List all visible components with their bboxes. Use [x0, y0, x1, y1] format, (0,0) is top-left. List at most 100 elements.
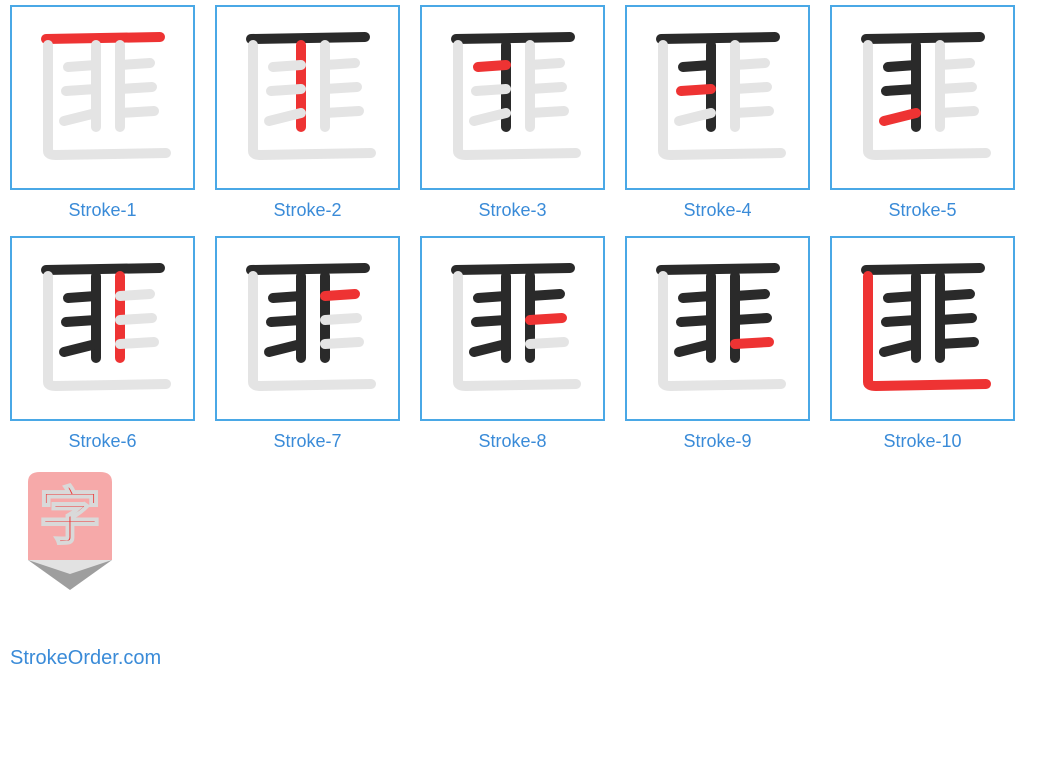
stroke-9: [940, 111, 974, 113]
stroke-1: [251, 37, 365, 39]
stroke-3: [68, 296, 96, 298]
stroke-9: [120, 111, 154, 113]
stroke-7: [325, 294, 355, 296]
stroke-tile: [10, 5, 195, 190]
stroke-cell-5: Stroke-5: [830, 5, 1015, 221]
stroke-caption: Stroke-8: [478, 431, 546, 452]
stroke-8: [325, 87, 357, 89]
stroke-caption: Stroke-7: [273, 431, 341, 452]
stroke-8: [735, 318, 767, 320]
stroke-8: [530, 87, 562, 89]
char-svg: [225, 15, 390, 180]
stroke-3: [273, 65, 301, 67]
stroke-3: [683, 65, 711, 67]
stroke-3: [478, 65, 506, 67]
stroke-3: [888, 296, 916, 298]
stroke-8: [530, 318, 562, 320]
stroke-tile: [215, 5, 400, 190]
stroke-cell-2: Stroke-2: [215, 5, 400, 221]
stroke-cell-9: Stroke-9: [625, 236, 810, 452]
site-logo: 字: [10, 467, 195, 617]
char-svg: [840, 15, 1005, 180]
stroke-4: [66, 320, 96, 322]
stroke-9: [120, 342, 154, 344]
stroke-8: [325, 318, 357, 320]
char-svg: [430, 15, 595, 180]
stroke-1: [661, 37, 775, 39]
stroke-1: [251, 268, 365, 270]
stroke-tile: [830, 5, 1015, 190]
stroke-caption: Stroke-5: [888, 200, 956, 221]
logo-row: 字: [10, 467, 1040, 617]
stroke-caption: Stroke-3: [478, 200, 546, 221]
stroke-row-1: Stroke-1 Stroke-2 Stroke-3 Stroke-4 Stro…: [10, 5, 1040, 221]
stroke-8: [940, 318, 972, 320]
stroke-8: [120, 318, 152, 320]
stroke-cell-7: Stroke-7: [215, 236, 400, 452]
footer-link[interactable]: StrokeOrder.com: [10, 647, 1040, 670]
char-svg: [225, 246, 390, 411]
stroke-7: [325, 63, 355, 65]
stroke-tile: [215, 236, 400, 421]
stroke-8: [735, 87, 767, 89]
stroke-tile: [625, 5, 810, 190]
char-svg: [635, 15, 800, 180]
stroke-1: [661, 268, 775, 270]
stroke-1: [866, 37, 980, 39]
stroke-4: [66, 89, 96, 91]
stroke-9: [325, 342, 359, 344]
stroke-4: [476, 320, 506, 322]
stroke-8: [120, 87, 152, 89]
stroke-caption: Stroke-6: [68, 431, 136, 452]
char-svg: [20, 15, 185, 180]
stroke-7: [530, 63, 560, 65]
stroke-3: [478, 296, 506, 298]
stroke-1: [46, 268, 160, 270]
stroke-caption: Stroke-4: [683, 200, 751, 221]
stroke-caption: Stroke-2: [273, 200, 341, 221]
stroke-3: [273, 296, 301, 298]
logo-svg: 字: [10, 472, 130, 612]
stroke-cell-10: Stroke-10: [830, 236, 1015, 452]
page: Stroke-1 Stroke-2 Stroke-3 Stroke-4 Stro…: [0, 0, 1050, 675]
stroke-cell-8: Stroke-8: [420, 236, 605, 452]
stroke-caption: Stroke-9: [683, 431, 751, 452]
stroke-cell-1: Stroke-1: [10, 5, 195, 221]
stroke-1: [46, 37, 160, 39]
stroke-tile: [625, 236, 810, 421]
stroke-9: [530, 111, 564, 113]
stroke-7: [735, 63, 765, 65]
char-svg: [635, 246, 800, 411]
stroke-7: [940, 294, 970, 296]
stroke-8: [940, 87, 972, 89]
stroke-7: [530, 294, 560, 296]
stroke-4: [271, 89, 301, 91]
stroke-cell-3: Stroke-3: [420, 5, 605, 221]
stroke-1: [456, 37, 570, 39]
stroke-9: [735, 111, 769, 113]
stroke-tile: [420, 5, 605, 190]
stroke-9: [940, 342, 974, 344]
stroke-4: [681, 320, 711, 322]
stroke-4: [271, 320, 301, 322]
stroke-cell-6: Stroke-6: [10, 236, 195, 452]
stroke-7: [940, 63, 970, 65]
stroke-4: [476, 89, 506, 91]
stroke-4: [886, 89, 916, 91]
stroke-tile: [830, 236, 1015, 421]
stroke-tile: [420, 236, 605, 421]
stroke-9: [325, 111, 359, 113]
stroke-7: [120, 63, 150, 65]
stroke-tile: [10, 236, 195, 421]
stroke-3: [683, 296, 711, 298]
stroke-7: [735, 294, 765, 296]
char-svg: [20, 246, 185, 411]
stroke-1: [456, 268, 570, 270]
char-svg: [840, 246, 1005, 411]
stroke-1: [866, 268, 980, 270]
stroke-3: [888, 65, 916, 67]
stroke-9: [735, 342, 769, 344]
stroke-row-2: Stroke-6 Stroke-7 Stroke-8 Stroke-9 Stro…: [10, 236, 1040, 452]
stroke-7: [120, 294, 150, 296]
char-svg: [430, 246, 595, 411]
